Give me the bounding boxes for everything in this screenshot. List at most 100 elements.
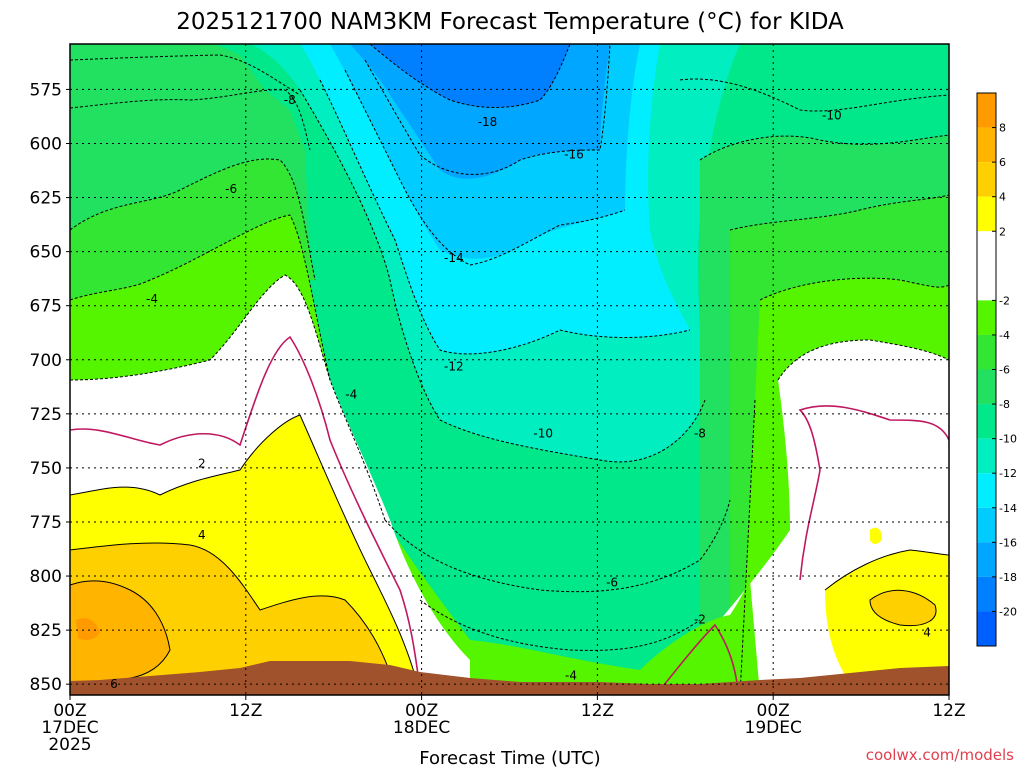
contour-minus16-core [364, 44, 611, 175]
y-tick-label: 825 [30, 621, 62, 641]
contour-minus8-right [699, 134, 949, 161]
colorbar-band [977, 93, 996, 128]
colorbar-tick-label: 4 [999, 191, 1006, 204]
contour-minus18-core [369, 44, 571, 108]
colorbar-band [977, 369, 996, 405]
contour-zero-right [659, 405, 949, 691]
colorbar-band [977, 162, 996, 197]
contour-label: 6 [110, 677, 118, 691]
colorbar-band [977, 127, 996, 163]
colorbar-tick-label: -16 [999, 536, 1017, 549]
x-tick-label: 18DEC [393, 718, 450, 738]
contour-label: 4 [923, 625, 931, 639]
chart-title: 2025121700 NAM3KM Forecast Temperature (… [176, 9, 844, 35]
contour-label: -14 [444, 251, 464, 265]
contour-label: -10 [822, 108, 842, 122]
colorbar-tick-label: -12 [999, 467, 1017, 480]
contour-label: -12 [444, 359, 464, 373]
y-tick-label: 650 [30, 243, 62, 263]
colorbar-tick-label: 8 [999, 122, 1006, 135]
x-axis-label: Forecast Time (UTC) [419, 748, 600, 768]
colorbar-tick-label: -6 [999, 364, 1010, 377]
y-tick-label: 600 [30, 134, 62, 154]
band-plus2-blob [870, 527, 882, 544]
colorbar-tick-label: -18 [999, 571, 1017, 584]
contour-label: -2 [694, 612, 706, 626]
contour-minus6-left [70, 158, 316, 281]
contour-label: -18 [478, 115, 498, 129]
contour-minus4-right [739, 277, 949, 695]
contour-label: -6 [606, 576, 618, 590]
contour-minus2-right [777, 339, 949, 381]
contour-label: -4 [345, 387, 357, 401]
colorbar-tick-label: 2 [999, 225, 1006, 238]
colorbar-tick-label: -14 [999, 502, 1017, 515]
contour-minus12-core [319, 79, 691, 355]
contour-minus4-valley [419, 599, 701, 651]
y-tick-label: 700 [30, 351, 62, 371]
y-tick-label: 625 [30, 189, 62, 209]
contour-label: 2 [198, 457, 206, 471]
colorbar-tick-label: -8 [999, 398, 1010, 411]
band-plus8-left [76, 618, 100, 640]
contour-label: -4 [565, 669, 577, 683]
colorbar-band [977, 196, 996, 232]
colorbar-band [977, 334, 996, 370]
colorbar-band [977, 542, 996, 577]
contour-labels: -8 -6 -4 -4 2 4 6 -18 -16 -14 -12 -10 -8 -6 -4 -2 -10 4 [110, 93, 931, 691]
contour-minus4-left [70, 214, 386, 521]
contour-minus6-valley [384, 499, 731, 593]
contour-label: -16 [564, 147, 584, 161]
contour-label: 4 [198, 528, 206, 542]
y-tick-label: 750 [30, 459, 62, 479]
contour-zero-left [70, 335, 421, 691]
colorbar-band [977, 507, 996, 543]
band-minus20 [370, 44, 570, 108]
contour-minus14-core [344, 69, 626, 266]
contour-label: -6 [225, 182, 237, 196]
colorbar-band [977, 231, 996, 301]
contour-plus2-left [70, 414, 421, 695]
y-tick-label: 675 [30, 297, 62, 317]
y-tick-label: 725 [30, 405, 62, 425]
x-tick-label: 19DEC [745, 718, 802, 738]
colorbar-band [977, 611, 996, 646]
band-plus4-right [870, 590, 936, 626]
colorbar-tick-label: -4 [999, 329, 1010, 342]
x-tick-label: 17DEC [41, 718, 98, 738]
colorbar-band [977, 438, 996, 474]
contour-label: -4 [146, 292, 158, 306]
plot-frame [69, 43, 950, 696]
contour-label: -8 [284, 93, 296, 107]
ground-terrain [70, 661, 949, 695]
contour-label: -10 [533, 426, 553, 440]
contour-minus10-core [299, 89, 706, 463]
contour-label: -8 [694, 426, 706, 440]
colorbar-tick-label: 6 [999, 156, 1006, 169]
colorbar-tick-label: -20 [999, 605, 1017, 618]
y-tick-label: 850 [30, 675, 62, 695]
contour-minus6-right [729, 194, 949, 231]
colorbar-band [977, 300, 996, 335]
x-tick-label: 00Z [405, 701, 438, 721]
x-tick-label: 00Z [53, 701, 86, 721]
colorbar-tick-label: -2 [999, 294, 1010, 307]
colorbar-band [977, 576, 996, 612]
x-tick-label: 12Z [229, 701, 262, 721]
contour-plus4-left [70, 542, 396, 691]
grid-lines [70, 44, 949, 695]
y-tick-label: 800 [30, 567, 62, 587]
credit-text: coolwx.com/models [866, 746, 1014, 764]
band-plus6-left [70, 580, 170, 684]
x-tick-label: 12Z [581, 701, 614, 721]
x-tick-label: 00Z [757, 701, 790, 721]
colorbar-band [977, 473, 996, 508]
band-minus2-valley [470, 580, 760, 695]
y-tick-label: 775 [30, 513, 62, 533]
contour-plus4-right [869, 589, 937, 627]
x-tick-label: 2025 [48, 735, 91, 755]
colorbar-tick-label: -10 [999, 433, 1017, 446]
contour-plus2-right [824, 549, 949, 591]
